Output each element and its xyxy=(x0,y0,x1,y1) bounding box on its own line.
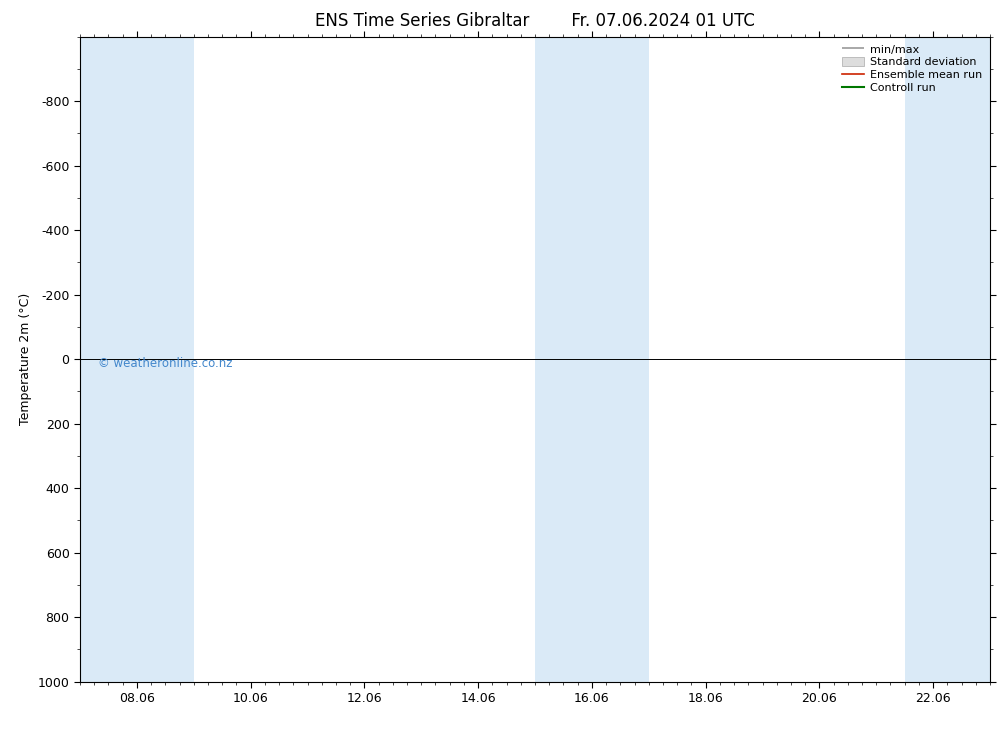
Title: ENS Time Series Gibraltar        Fr. 07.06.2024 01 UTC: ENS Time Series Gibraltar Fr. 07.06.2024… xyxy=(315,12,755,29)
Bar xyxy=(535,37,649,682)
Bar xyxy=(905,37,990,682)
Text: © weatheronline.co.nz: © weatheronline.co.nz xyxy=(98,357,233,370)
Bar xyxy=(80,37,194,682)
Y-axis label: Temperature 2m (°C): Temperature 2m (°C) xyxy=(19,293,32,425)
Legend: min/max, Standard deviation, Ensemble mean run, Controll run: min/max, Standard deviation, Ensemble me… xyxy=(840,43,984,95)
